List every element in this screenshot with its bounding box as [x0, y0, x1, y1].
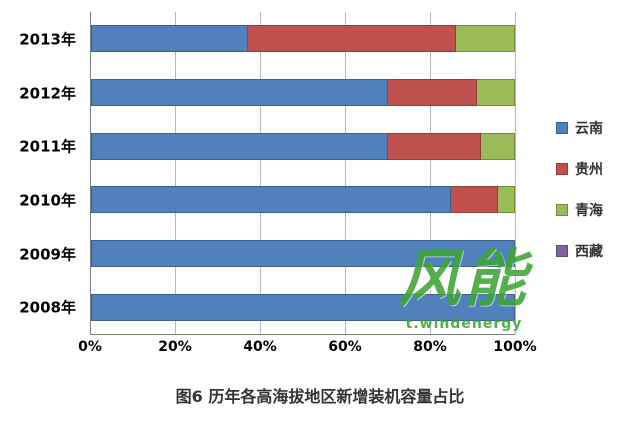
bar-segment-贵州 — [451, 186, 499, 214]
x-tick-label: 80% — [413, 339, 447, 355]
x-tick-label: 0% — [78, 339, 102, 355]
y-axis-labels: 2013年 2012年 2011年 2010年 2009年 2008年 — [0, 12, 84, 334]
gridline — [515, 12, 516, 334]
bar-segment-青海 — [455, 25, 515, 53]
bar-segment-云南 — [91, 132, 388, 160]
gridline — [175, 12, 176, 334]
legend-label: 云南 — [575, 121, 603, 137]
legend-swatch — [556, 245, 568, 257]
bar-segment-贵州 — [247, 25, 456, 53]
bar-segment-云南 — [91, 25, 248, 53]
legend-item-云南: 云南 — [556, 118, 603, 138]
bar-row — [91, 79, 515, 106]
legend: 云南 贵州 青海 西藏 — [556, 118, 603, 282]
y-axis-line — [90, 12, 91, 334]
legend-swatch — [556, 122, 568, 134]
gridline — [345, 12, 346, 334]
plot-area — [90, 12, 516, 335]
y-axis-label: 2010年 — [19, 191, 76, 210]
bar-row — [91, 186, 515, 214]
gridline — [430, 12, 431, 334]
legend-swatch — [556, 204, 568, 216]
x-axis-labels: 0% 20% 40% 60% 80% 100% — [78, 339, 537, 359]
legend-label: 青海 — [575, 203, 603, 219]
legend-swatch — [556, 163, 568, 175]
y-axis-label: 2011年 — [19, 137, 76, 156]
bar-row — [91, 132, 515, 160]
bar-segment-贵州 — [387, 79, 477, 106]
bar-segment-云南 — [91, 79, 388, 106]
bar-segment-云南 — [91, 293, 515, 321]
x-tick-label: 100% — [493, 339, 537, 355]
bar-segment-青海 — [498, 186, 515, 214]
x-axis-line — [90, 334, 515, 335]
legend-label: 西藏 — [575, 244, 603, 260]
bar-segment-贵州 — [387, 132, 482, 160]
legend-item-青海: 青海 — [556, 200, 603, 220]
x-tick-label: 60% — [328, 339, 362, 355]
bar-row — [91, 293, 515, 321]
legend-item-西藏: 西藏 — [556, 241, 603, 261]
x-tick-label: 20% — [158, 339, 192, 355]
x-tick-label: 40% — [243, 339, 277, 355]
bar-segment-云南 — [91, 240, 515, 267]
bar-row — [91, 240, 515, 267]
y-axis-label: 2009年 — [19, 245, 76, 263]
bar-segment-青海 — [476, 79, 515, 106]
y-axis-label: 2008年 — [19, 298, 76, 317]
bar-segment-青海 — [481, 132, 515, 160]
chart-caption: 图6 历年各高海拔地区新增装机容量占比 — [175, 387, 465, 406]
gridline — [260, 12, 261, 334]
bar-segment-云南 — [91, 186, 452, 214]
y-axis-label: 2013年 — [19, 30, 76, 49]
legend-item-贵州: 贵州 — [556, 159, 603, 179]
y-axis-label: 2012年 — [19, 84, 76, 102]
legend-label: 贵州 — [575, 162, 603, 178]
bar-row — [91, 25, 515, 53]
